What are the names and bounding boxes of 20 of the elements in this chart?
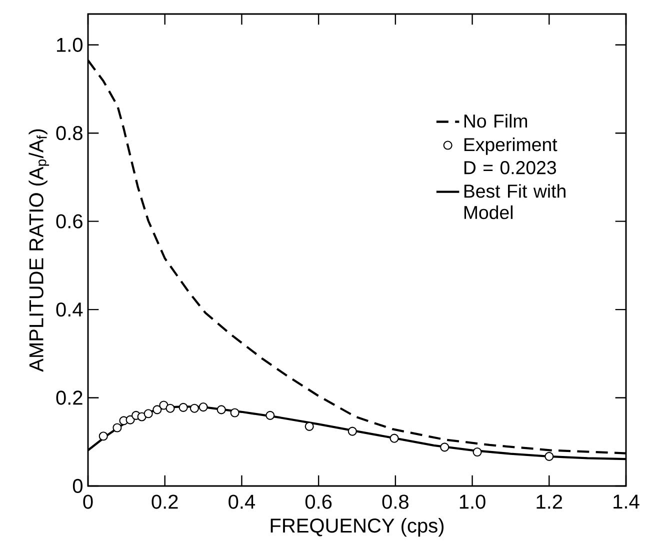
x-tick-label: 0 [83,494,93,509]
x-tick-label: 1.4 [614,494,640,508]
y-axis-title: AMPLITUDE RATIO (A$_{p}$/A$_{f}$) [28,129,50,372]
y-tick-label: 0 [72,478,82,494]
x-tick-label: 0.2 [152,494,178,509]
x-axis-title: FREQUENCY (cps) [270,518,444,537]
legend-label: Experiment [464,138,558,155]
y-tick-label: 0.2 [56,390,82,405]
x-tick-label: 0.8 [382,494,408,509]
y-tick-label: 0.4 [56,302,83,317]
y-tick-label: 0.8 [56,126,82,140]
x-tick-label: 0.4 [228,494,256,509]
x-tick-label: 1.2 [536,494,562,509]
legend-label: Best Fit with Model [464,184,566,220]
y-tick-label: 0.6 [56,214,82,228]
legend-label: No Film [464,114,528,128]
x-tick-label: 0.6 [305,494,332,509]
y-tick-label: 1.0 [57,38,82,52]
x-tick-label: 1.0 [460,494,486,509]
annotation: D = 0.2023 [464,161,556,174]
